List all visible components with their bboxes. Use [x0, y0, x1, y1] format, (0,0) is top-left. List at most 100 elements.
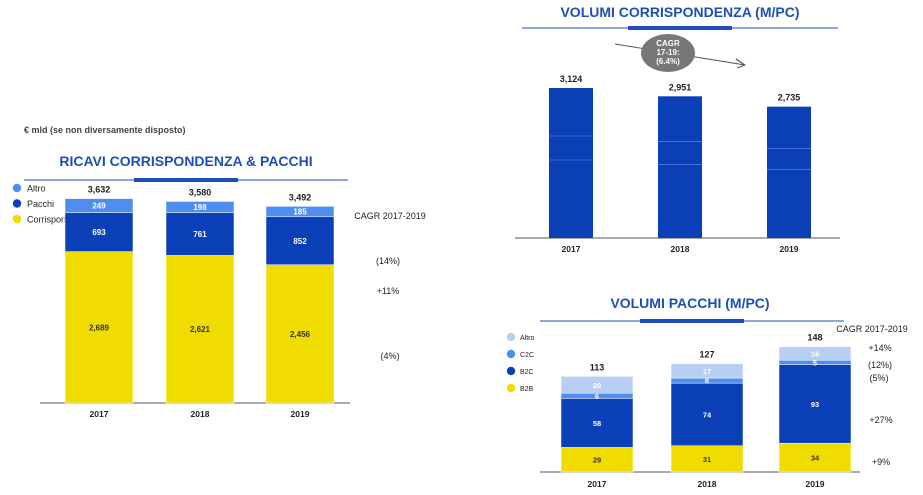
ricavi-x-tick: 2017: [90, 409, 109, 419]
pacchi-data-label: 6: [705, 377, 709, 386]
ricavi-bar-corrispondenza: [265, 264, 335, 404]
volumi-corrispondenza-bar: [658, 96, 702, 238]
pacchi-legend-label: B2C: [520, 369, 534, 376]
ricavi-x-tick: 2018: [191, 409, 210, 419]
pacchi-data-label: 29: [593, 456, 601, 465]
cagr-annotation-text: 17-19:: [656, 48, 679, 57]
pacchi-x-tick: 2019: [806, 479, 825, 489]
ricavi-bar-pacchi: [165, 212, 235, 256]
pacchi-data-label: 31: [703, 455, 711, 464]
pacchi-data-label: 34: [811, 454, 820, 463]
pacchi-data-label: 93: [811, 400, 819, 409]
pacchi-legend-label: B2B: [520, 386, 534, 393]
pacchi-data-label: 20: [593, 381, 601, 390]
ricavi-cagr-header: CAGR 2017-2019: [354, 211, 426, 221]
ricavi-bar-altro: [64, 198, 134, 213]
volumi-pacchi-accent: [640, 319, 744, 323]
pacchi-bar-b2c: [778, 364, 852, 444]
ricavi-title-accent: [134, 178, 238, 182]
ricavi-x-tick: 2019: [291, 409, 310, 419]
ricavi-legend-label: Pacchi: [27, 199, 54, 209]
pacchi-legend-marker: [506, 332, 516, 342]
volumi-corrispondenza-value-label: 3,124: [560, 74, 583, 84]
ricavi-bar-corrispondenza: [64, 251, 134, 404]
units-note: € mld (se non diversamente disposto): [24, 125, 186, 135]
ricavi-total-label: 3,580: [189, 187, 212, 197]
cagr-annotation-text: (6.4%): [656, 57, 680, 66]
pacchi-total-label: 148: [807, 333, 822, 343]
ricavi-legend-marker: [12, 214, 22, 224]
pacchi-cagr-b2c-top: (5%): [869, 373, 888, 383]
pacchi-bar-b2b: [560, 447, 634, 473]
pacchi-data-label: 16: [811, 349, 819, 358]
pacchi-data-label: 5: [813, 358, 817, 367]
pacchi-data-label: 6: [595, 392, 599, 401]
pacchi-bar-b2b: [778, 442, 852, 473]
pacchi-bar-b2b: [670, 445, 744, 473]
pacchi-total-label: 127: [699, 350, 714, 360]
ricavi-total-label: 3,632: [88, 185, 111, 195]
volumi-corrispondenza-value-label: 2,735: [778, 93, 801, 103]
pacchi-bar-b2c: [560, 398, 634, 448]
volumi-pacchi-chart: VOLUMI PACCHI (M/PC) CAGR 2017-2019 Altro C…: [506, 295, 908, 489]
ricavi-cagr-pacchi: +11%: [377, 286, 400, 296]
pacchi-cagr-b2b: +9%: [872, 457, 890, 467]
volumi-corrispondenza-x-tick: 2019: [780, 244, 799, 254]
ricavi-bar-altro: [265, 206, 335, 218]
pacchi-x-tick: 2017: [588, 479, 607, 489]
ricavi-legend-label: Corrispondenza: [27, 215, 91, 225]
pacchi-bar-b2c: [670, 382, 744, 447]
pacchi-legend-marker: [506, 383, 516, 393]
pacchi-bar-altro: [778, 346, 852, 361]
ricavi-data-label: 852: [293, 237, 307, 246]
cagr-arrow-head: [735, 58, 746, 69]
ricavi-legend-marker: [12, 183, 22, 193]
volumi-corrispondenza-bar: [767, 106, 811, 238]
ricavi-data-label: 2,621: [190, 325, 211, 334]
ricavi-data-label: 249: [92, 202, 106, 211]
ricavi-bar-corrispondenza: [165, 255, 235, 404]
ricavi-title: RICAVI CORRISPONDENZA & PACCHI: [59, 153, 312, 169]
ricavi-total-label: 3,492: [289, 192, 312, 202]
pacchi-cagr-c2c: (12%): [868, 360, 892, 370]
volumi-pacchi-title: VOLUMI PACCHI (M/PC): [610, 295, 769, 311]
volumi-corrispondenza-x-tick: 2018: [671, 244, 690, 254]
ricavi-chart: RICAVI CORRISPONDENZA & PACCHI Altro Pacch…: [12, 153, 426, 419]
ricavi-data-label: 185: [293, 208, 307, 217]
ricavi-data-label: 761: [193, 230, 207, 239]
ricavi-data-label: 2,689: [89, 323, 110, 332]
cagr-annotation-text: CAGR: [656, 39, 680, 48]
pacchi-bar-altro: [560, 376, 634, 394]
volumi-corrispondenza-accent: [628, 26, 732, 30]
pacchi-bar-altro: [670, 363, 744, 379]
ricavi-legend-marker: [12, 199, 22, 208]
pacchi-data-label: 58: [593, 419, 601, 428]
volumi-corrispondenza-value-label: 2,951: [669, 82, 692, 92]
pacchi-data-label: 17: [703, 367, 711, 376]
volumi-corrispondenza-title: VOLUMI CORRISPONDENZA (M/PC): [560, 4, 799, 20]
ricavi-cagr-corrispondenza: (4%): [380, 351, 399, 361]
pacchi-legend-label: C2C: [520, 352, 534, 359]
volumi-corrispondenza-bar: [549, 88, 593, 238]
ricavi-cagr-altro: (14%): [376, 256, 400, 266]
ricavi-bar-altro: [165, 201, 235, 213]
ricavi-data-label: 693: [92, 228, 106, 237]
ricavi-bar-pacchi: [265, 216, 335, 265]
cagr-oval: [641, 34, 695, 72]
pacchi-x-tick: 2018: [698, 479, 717, 489]
pacchi-cagr-header: CAGR 2017-2019: [836, 324, 908, 334]
ricavi-bar-pacchi: [64, 212, 134, 252]
volumi-corrispondenza-chart: VOLUMI CORRISPONDENZA (M/PC) 3,124 2017 2,9…: [515, 4, 840, 254]
pacchi-legend-marker: [506, 366, 516, 376]
pacchi-cagr-altro: +14%: [868, 343, 891, 353]
ricavi-data-label: 198: [193, 203, 207, 212]
pacchi-data-label: 74: [703, 410, 712, 419]
pacchi-total-label: 113: [590, 362, 605, 372]
pacchi-legend-marker: [506, 349, 516, 359]
volumi-corrispondenza-x-tick: 2017: [562, 244, 581, 254]
pacchi-legend-label: Altro: [520, 335, 535, 342]
pacchi-cagr-b2c: +27%: [869, 415, 892, 425]
ricavi-data-label: 2,456: [290, 330, 311, 339]
ricavi-legend-label: Altro: [27, 184, 46, 194]
